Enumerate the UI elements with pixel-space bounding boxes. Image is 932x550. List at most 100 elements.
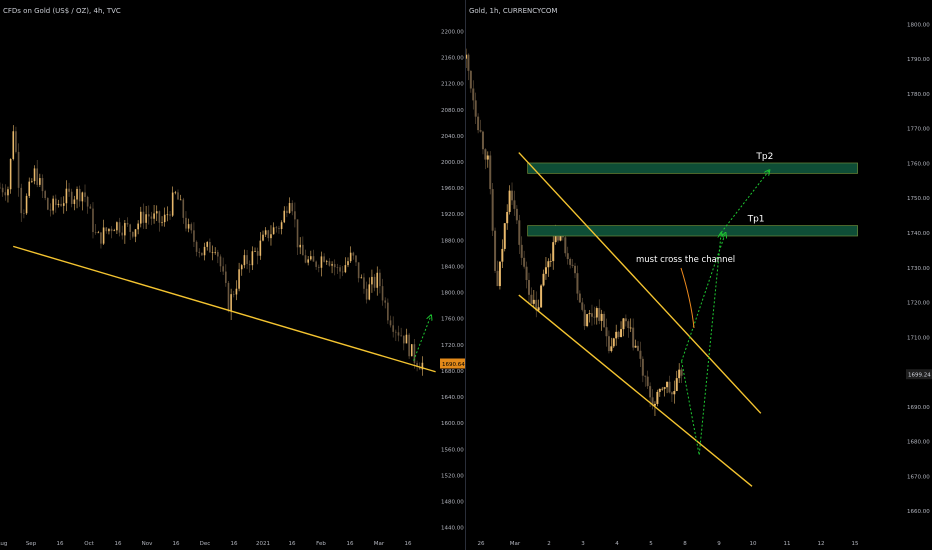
candle-body: [84, 192, 86, 197]
right-chart-pane[interactable]: Gold, 1h, CURRENCYCOM 1660.00 1670.00 1680…: [466, 0, 932, 550]
candle-body: [251, 251, 254, 266]
candle-body: [408, 334, 410, 357]
candle-body: [68, 188, 70, 192]
candle-body: [299, 244, 301, 248]
candle-body: [227, 282, 230, 312]
candle-body: [576, 273, 579, 294]
candle-body: [47, 198, 49, 210]
candle-body: [4, 192, 7, 196]
candle-body: [547, 261, 550, 268]
candle-body: [219, 256, 222, 267]
candle-body: [105, 227, 108, 232]
candle-body: [302, 244, 304, 256]
price-axis-tick: 1680.00: [441, 369, 464, 375]
candle-body: [116, 222, 118, 231]
candle-body: [486, 155, 489, 160]
candle-body: [670, 392, 673, 395]
candle-body: [400, 335, 402, 337]
candle-body: [600, 313, 603, 321]
time-axis-tick: 11: [784, 541, 791, 547]
candle-body: [113, 230, 116, 232]
candle-body: [312, 256, 315, 262]
candle-body: [108, 228, 110, 232]
candle-body: [193, 230, 195, 242]
left-chart-canvas[interactable]: 1440.00 1480.00 1520.00 1560.00 1600.00 1640.…: [0, 0, 466, 550]
price-axis-tick: 1800.00: [907, 22, 930, 28]
candle-body: [145, 214, 147, 223]
price-axis-tick: 1600.00: [441, 421, 464, 427]
candle-body: [270, 234, 272, 239]
price-axis-tick: 1560.00: [441, 447, 464, 453]
price-axis-tick: 1770.00: [907, 127, 930, 133]
candle-body: [371, 276, 373, 285]
price-axis-tick: 2200.00: [441, 29, 464, 35]
candle-body: [663, 387, 666, 389]
candle-body: [355, 255, 357, 263]
candle-body: [598, 308, 601, 321]
candle-body: [581, 302, 584, 310]
candle-body: [641, 358, 644, 376]
trendline: [13, 245, 436, 373]
right-chart-title: Gold, 1h, CURRENCYCOM: [469, 7, 558, 15]
price-axis-tick: 1840.00: [441, 264, 464, 270]
candle-body: [78, 188, 81, 202]
candle-body: [76, 188, 78, 200]
candle-body: [259, 240, 262, 256]
candle-body: [262, 234, 264, 241]
candle-body: [520, 244, 523, 258]
candle-body: [336, 267, 339, 268]
candle-body: [60, 203, 62, 206]
candle-body: [622, 318, 625, 330]
candle-body: [307, 259, 309, 263]
candle-body: [523, 257, 526, 267]
candle-body: [248, 263, 251, 266]
candle-body: [552, 242, 555, 262]
candle-body: [535, 299, 538, 311]
candle-body: [147, 214, 150, 217]
candle-body: [341, 271, 344, 273]
candle-body: [675, 378, 678, 392]
time-axis-tick: Mar: [374, 541, 385, 547]
candle-body: [7, 189, 9, 196]
candle-body: [389, 320, 392, 326]
candle-body: [124, 223, 126, 236]
time-axis-tick: 16: [115, 541, 122, 547]
candle-body: [339, 267, 341, 272]
candle-body: [469, 70, 472, 89]
candle-body: [23, 213, 25, 214]
price-axis-tick: 1750.00: [907, 196, 930, 202]
candle-body: [203, 246, 206, 256]
price-axis-tick: 1690.00: [907, 405, 930, 411]
candle-body: [169, 214, 171, 216]
current-price-label: 1699.24: [908, 373, 931, 379]
candle-body: [140, 211, 142, 224]
candle-body: [481, 131, 484, 150]
candle-body: [466, 54, 467, 59]
candle-body: [118, 222, 121, 233]
candle-body: [150, 216, 153, 219]
candle-body: [41, 178, 44, 192]
candle-body: [508, 190, 511, 212]
candle-body: [525, 266, 528, 281]
candle-body: [474, 100, 477, 117]
candle-body: [387, 302, 389, 321]
current-price-tag: [440, 358, 466, 369]
time-axis-tick: 16: [231, 541, 238, 547]
price-axis: 1660.001670.001680.001690.001700.001710.…: [907, 22, 930, 515]
time-axis-tick: Sep: [26, 541, 37, 547]
candle-body: [610, 346, 613, 352]
price-axis-tick: 1710.00: [907, 335, 930, 341]
time-axis-tick: 16: [405, 541, 412, 547]
candle-body: [272, 227, 275, 235]
candle-body: [163, 214, 166, 223]
left-chart-pane[interactable]: CFDs on Gold (US$ / OZ), 4h, TVC 1440.00…: [0, 0, 466, 550]
candle-body: [656, 391, 659, 404]
candle-body: [384, 300, 387, 303]
candle-body: [201, 252, 203, 256]
candle-body: [416, 363, 418, 367]
candle-body: [217, 252, 219, 257]
right-chart-canvas[interactable]: 1660.001670.001680.001690.001700.001710.…: [466, 0, 932, 550]
candle-body: [373, 276, 376, 288]
candle-body: [153, 213, 155, 219]
target-zone-tp1: [527, 225, 858, 237]
